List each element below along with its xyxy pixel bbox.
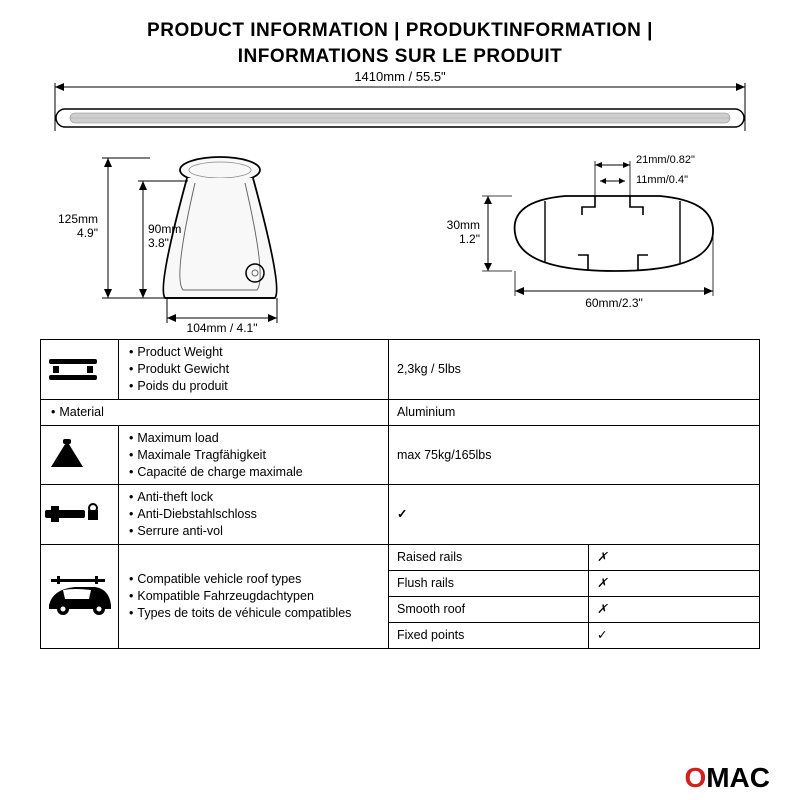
row-roof-0: Compatible vehicle roof types Kompatible… [41,545,760,571]
profile-width: 60mm/2.3" [585,296,643,310]
lock-icon [41,485,119,545]
weight-value: 2,3kg / 5lbs [389,340,760,400]
page-title: PRODUCT INFORMATION | PRODUKTINFORMATION… [40,18,760,69]
maxload-labels: Maximum load Maximale Tragfähigkeit Capa… [119,425,389,485]
bar-length-diagram: 1410mm / 55.5" [40,69,760,141]
maxload-value: max 75kg/165lbs [389,425,760,485]
lock-labels: Anti-theft lock Anti-Diebstahlschloss Se… [119,485,389,545]
brand-logo: OMAC [684,762,770,794]
bar-length-label: 1410mm / 55.5" [354,69,446,84]
row-lock: Anti-theft lock Anti-Diebstahlschloss Se… [41,485,760,545]
roof-val-3: ✓ [589,622,760,648]
title-line-1: PRODUCT INFORMATION | PRODUKTINFORMATION… [40,18,760,44]
row-maxload: Maximum load Maximale Tragfähigkeit Capa… [41,425,760,485]
svg-text:125mm4.9": 125mm4.9" [58,212,98,240]
lock-value: ✓ [389,485,760,545]
svg-text:30mm1.2": 30mm1.2" [447,218,480,246]
profile-diagram: 21mm/0.82" 11mm/0.4" 30mm1.2" 60mm/2.3" [420,143,760,333]
weight-labels: Product Weight Produkt Gewicht Poids du … [119,340,389,400]
mount-width-label: 104mm / 4.1" [187,321,258,333]
car-icon [41,545,119,649]
roof-key-3: Fixed points [389,622,589,648]
roof-val-1: ✗ [589,570,760,596]
maxload-icon [41,425,119,485]
title-line-2: INFORMATIONS SUR LE PRODUIT [40,44,760,70]
roof-val-0: ✗ [589,545,760,571]
row-weight: Product Weight Produkt Gewicht Poids du … [41,340,760,400]
row-material: •Material Aluminium [41,399,760,425]
roof-key-1: Flush rails [389,570,589,596]
material-label: •Material [41,399,389,425]
mount-foot-diagram: 125mm4.9" 90mm3.8" 104mm / 4.1" [40,143,380,333]
roof-val-2: ✗ [589,596,760,622]
roof-key-0: Raised rails [389,545,589,571]
roof-key-2: Smooth roof [389,596,589,622]
spec-table: Product Weight Produkt Gewicht Poids du … [40,339,760,648]
weight-icon [41,340,119,400]
roof-labels: Compatible vehicle roof types Kompatible… [119,545,389,649]
profile-inner-slot: 11mm/0.4" [636,174,688,186]
material-value: Aluminium [389,399,760,425]
profile-top-slot: 21mm/0.82" [636,154,695,166]
